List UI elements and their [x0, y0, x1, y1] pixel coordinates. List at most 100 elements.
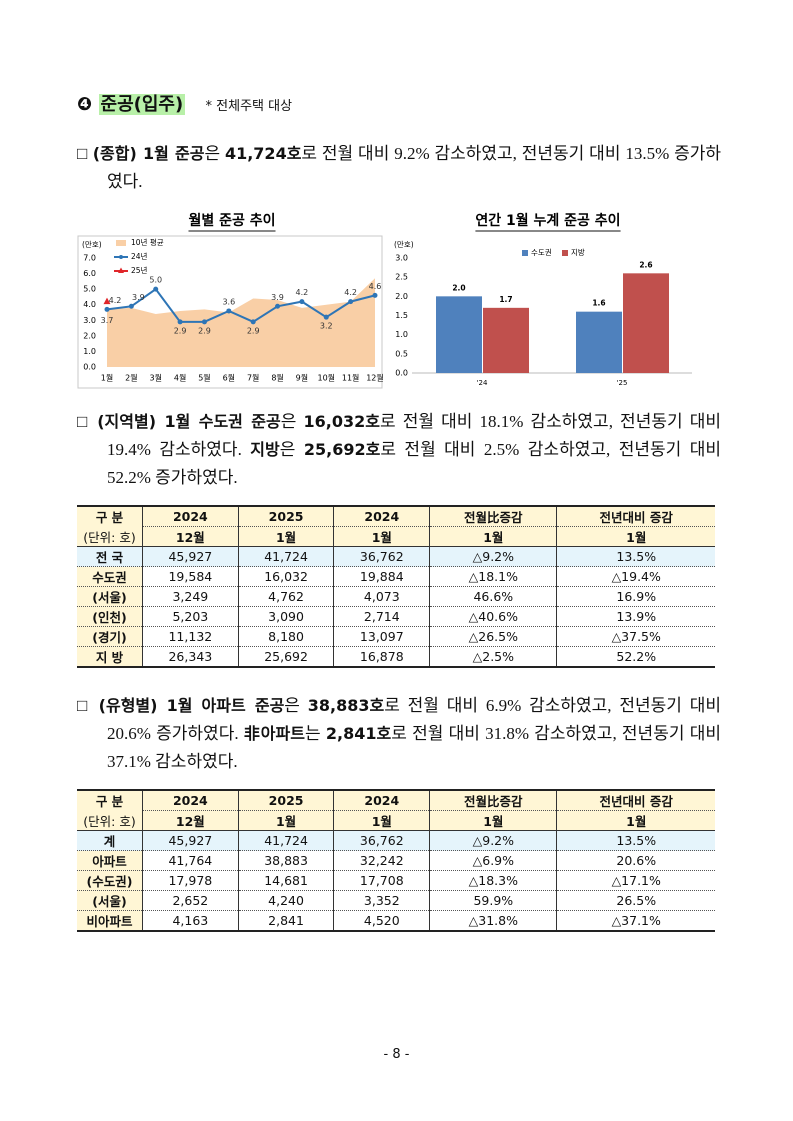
header-cell: (단위: 호)	[77, 526, 143, 547]
table-cell: 전 국	[77, 546, 143, 567]
text-run: 로 전월 대비 31.8% 감소하였고, 전년동기 대비 37.1% 감소하였다…	[107, 724, 721, 771]
chart-title: 연간 1월 누계 준공 추이	[475, 212, 620, 229]
y-tick-label: 6.0	[83, 269, 96, 278]
header-cell: 2024	[142, 505, 239, 527]
header-cell: 1월	[429, 526, 557, 547]
text-run: □	[77, 412, 98, 431]
table-row: (서울) 2,652 4,240 3,352 59.9% 26.5%	[77, 890, 715, 911]
text-run: 로 전월 대비 18.1% 감소하였고, 전년동기 대비 19.4% 감소하였다…	[107, 412, 721, 459]
x-tick-label: 5월	[198, 373, 210, 383]
section-heading: ❹ 준공(입주) * 전체주택 대상	[77, 90, 292, 116]
y-tick-label: 2.5	[395, 273, 408, 282]
value-label: 2.0	[452, 283, 465, 292]
table-cell: 4,073	[333, 586, 430, 607]
table-cell: △19.4%	[556, 566, 715, 587]
value-label: 5.0	[149, 276, 162, 285]
header-cell: 1월	[333, 526, 430, 547]
table-cell: 41,764	[142, 850, 239, 871]
x-tick-label: 4월	[174, 373, 186, 383]
table-cell: 26.5%	[556, 890, 715, 911]
value-label: 4.6	[369, 282, 382, 291]
section-note: * 전체주택 대상	[205, 99, 293, 114]
y-tick-label: 1.0	[83, 347, 96, 356]
table-cell: △31.8%	[429, 910, 557, 932]
y-tick-label: 3.0	[395, 254, 408, 263]
table-cell: 16,878	[333, 646, 430, 668]
x-tick-label: 3월	[150, 373, 162, 383]
legend-marker	[118, 267, 124, 273]
table-cell: 8,180	[237, 626, 334, 647]
table-cell: 46.6%	[429, 586, 557, 607]
y-tick-label: 5.0	[83, 285, 96, 294]
header-row: (단위: 호) 12월 1월 1월 1월 1월	[77, 526, 715, 547]
header-cell: 1월	[429, 810, 557, 831]
value-label: 2.9	[198, 326, 211, 335]
table-cell: (경기)	[77, 626, 143, 647]
table-row: 지 방 26,343 25,692 16,878 △2.5% 52.2%	[77, 646, 715, 668]
header-cell: 전년대비 증감	[556, 505, 715, 527]
table-cell: 4,520	[333, 910, 430, 932]
text-run: 은	[204, 144, 225, 163]
header-cell: 1월	[556, 810, 715, 831]
marker	[201, 319, 207, 325]
table-cell: 59.9%	[429, 890, 557, 911]
table-cell: 41,724	[237, 830, 334, 851]
table-cell: 41,724	[237, 546, 334, 567]
marker	[250, 319, 256, 325]
text-run: 은	[280, 412, 304, 431]
value-label: 3.7	[101, 316, 114, 325]
header-cell: 1월	[556, 526, 715, 547]
x-tick-label: 7월	[247, 373, 259, 383]
value-label: 3.9	[271, 293, 284, 302]
text-run: 로 전월 대비 6.9% 감소하였고, 전년동기 대비 20.6% 증가하였다.	[107, 696, 721, 743]
table-cell: 13,097	[333, 626, 430, 647]
table-cell: 13.9%	[556, 606, 715, 627]
table-row: (인천) 5,203 3,090 2,714 △40.6% 13.9%	[77, 606, 715, 627]
chart-title: 월별 준공 추이	[188, 212, 275, 229]
y-axis-label: (만호)	[82, 240, 102, 249]
value-label: 3.6	[222, 297, 235, 306]
table-cell: 계	[77, 830, 143, 851]
header-cell: 2024	[142, 789, 239, 811]
y-tick-label: 0.5	[395, 349, 408, 358]
value-label: 1.7	[499, 295, 512, 304]
text-run: 38,883호	[307, 696, 385, 715]
text-run: (유형별) 1월 아파트 준공	[98, 696, 285, 715]
table-cell: 45,927	[142, 830, 239, 851]
y-tick-label: 7.0	[83, 254, 96, 263]
value-label: 3.9	[132, 293, 145, 302]
header-cell: 1월	[333, 810, 430, 831]
table-cell: △18.1%	[429, 566, 557, 587]
legend-label: 지방	[571, 247, 585, 257]
bar	[436, 296, 482, 373]
value-label: 3.2	[320, 322, 333, 331]
text-run: □	[77, 144, 93, 163]
table-cell: 52.2%	[556, 646, 715, 668]
x-tick-label: 11월	[342, 373, 360, 383]
legend-swatch	[562, 250, 568, 256]
header-cell: 2025	[237, 789, 334, 811]
marker	[177, 319, 183, 325]
marker	[372, 292, 378, 298]
text-run: 은	[284, 696, 308, 715]
legend-marker	[119, 255, 123, 259]
section-number: ❹	[77, 94, 93, 115]
header-row: (단위: 호) 12월 1월 1월 1월 1월	[77, 810, 715, 831]
x-tick-label: '25	[617, 379, 628, 387]
table-row: (경기) 11,132 8,180 13,097 △26.5% △37.5%	[77, 626, 715, 647]
bar	[483, 307, 529, 373]
table-cell: 32,242	[333, 850, 430, 871]
paragraph: □ (종합) 1월 준공은 41,724호로 전월 대비 9.2% 감소하였고,…	[77, 140, 721, 196]
table-cell: 4,163	[142, 910, 239, 932]
value-label: 4.2	[296, 288, 309, 297]
data-table: 구 분 2024 2025 2024 전월比증감 전년대비 증감 (단위: 호) 12월 1월 1…	[77, 505, 715, 668]
table-cell: 25,692	[237, 646, 334, 668]
table-row: 비아파트 4,163 2,841 4,520 △31.8% △37.1%	[77, 910, 715, 932]
header-cell: 2025	[237, 505, 334, 527]
table-cell: 5,203	[142, 606, 239, 627]
area	[107, 278, 375, 367]
table-cell: 36,762	[333, 546, 430, 567]
marker	[153, 286, 159, 292]
